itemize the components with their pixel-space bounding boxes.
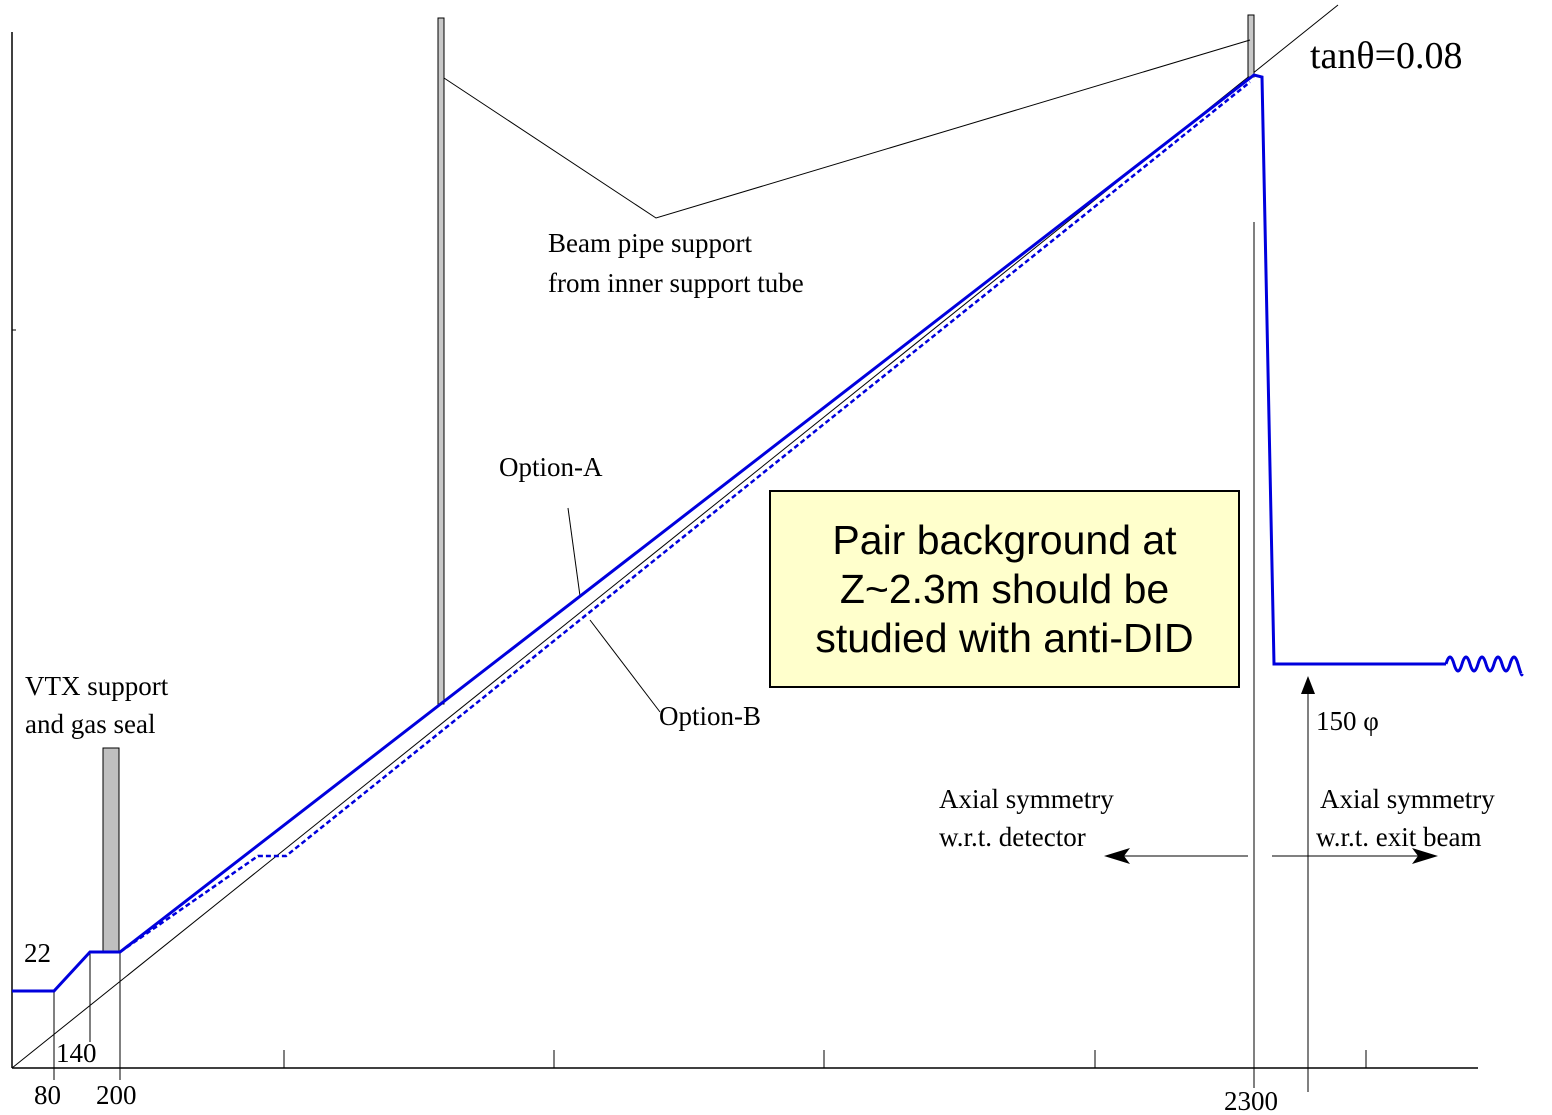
radius-22-label: 22: [24, 938, 51, 968]
axial-detector-label-1: Axial symmetry: [939, 784, 1114, 814]
support-label-2: from inner support tube: [548, 268, 804, 298]
support-label-1: Beam pipe support: [548, 228, 752, 258]
bellows-icon: [1446, 657, 1522, 675]
beam-pipe-support-rod-end: [1248, 15, 1254, 77]
x-ticks: [284, 1050, 1366, 1068]
axial-exit-label-1: Axial symmetry: [1320, 784, 1495, 814]
z-80-label: 80: [34, 1080, 61, 1110]
axial-exit-label-2: w.r.t. exit beam: [1316, 822, 1481, 852]
option-a-leader: [568, 508, 580, 596]
z-200-label: 200: [96, 1080, 137, 1110]
note-box: Pair background at Z~2.3m should be stud…: [769, 490, 1240, 688]
axial-detector-label-2: w.r.t. detector: [939, 822, 1086, 852]
option-a-label: Option-A: [499, 452, 603, 482]
note-line-1: Pair background at: [832, 516, 1176, 565]
note-line-2: Z~2.3m should be: [840, 565, 1169, 614]
vtx-label-1: VTX support: [25, 671, 169, 701]
z-140-label: 140: [56, 1038, 97, 1068]
dim-arrow-150: [1301, 676, 1315, 694]
vtx-support: [103, 748, 119, 953]
vtx-label-2: and gas seal: [25, 709, 155, 739]
beam-pipe-support-rod: [438, 18, 444, 704]
support-leader-lines: [444, 40, 1250, 218]
note-line-3: studied with anti-DID: [815, 614, 1193, 663]
option-b-leader: [590, 620, 660, 712]
z-2300-label: 2300: [1224, 1086, 1278, 1115]
diameter-label: 150 φ: [1316, 706, 1379, 736]
option-b-label: Option-B: [659, 701, 761, 731]
tan-theta-label: tanθ=0.08: [1310, 35, 1463, 77]
